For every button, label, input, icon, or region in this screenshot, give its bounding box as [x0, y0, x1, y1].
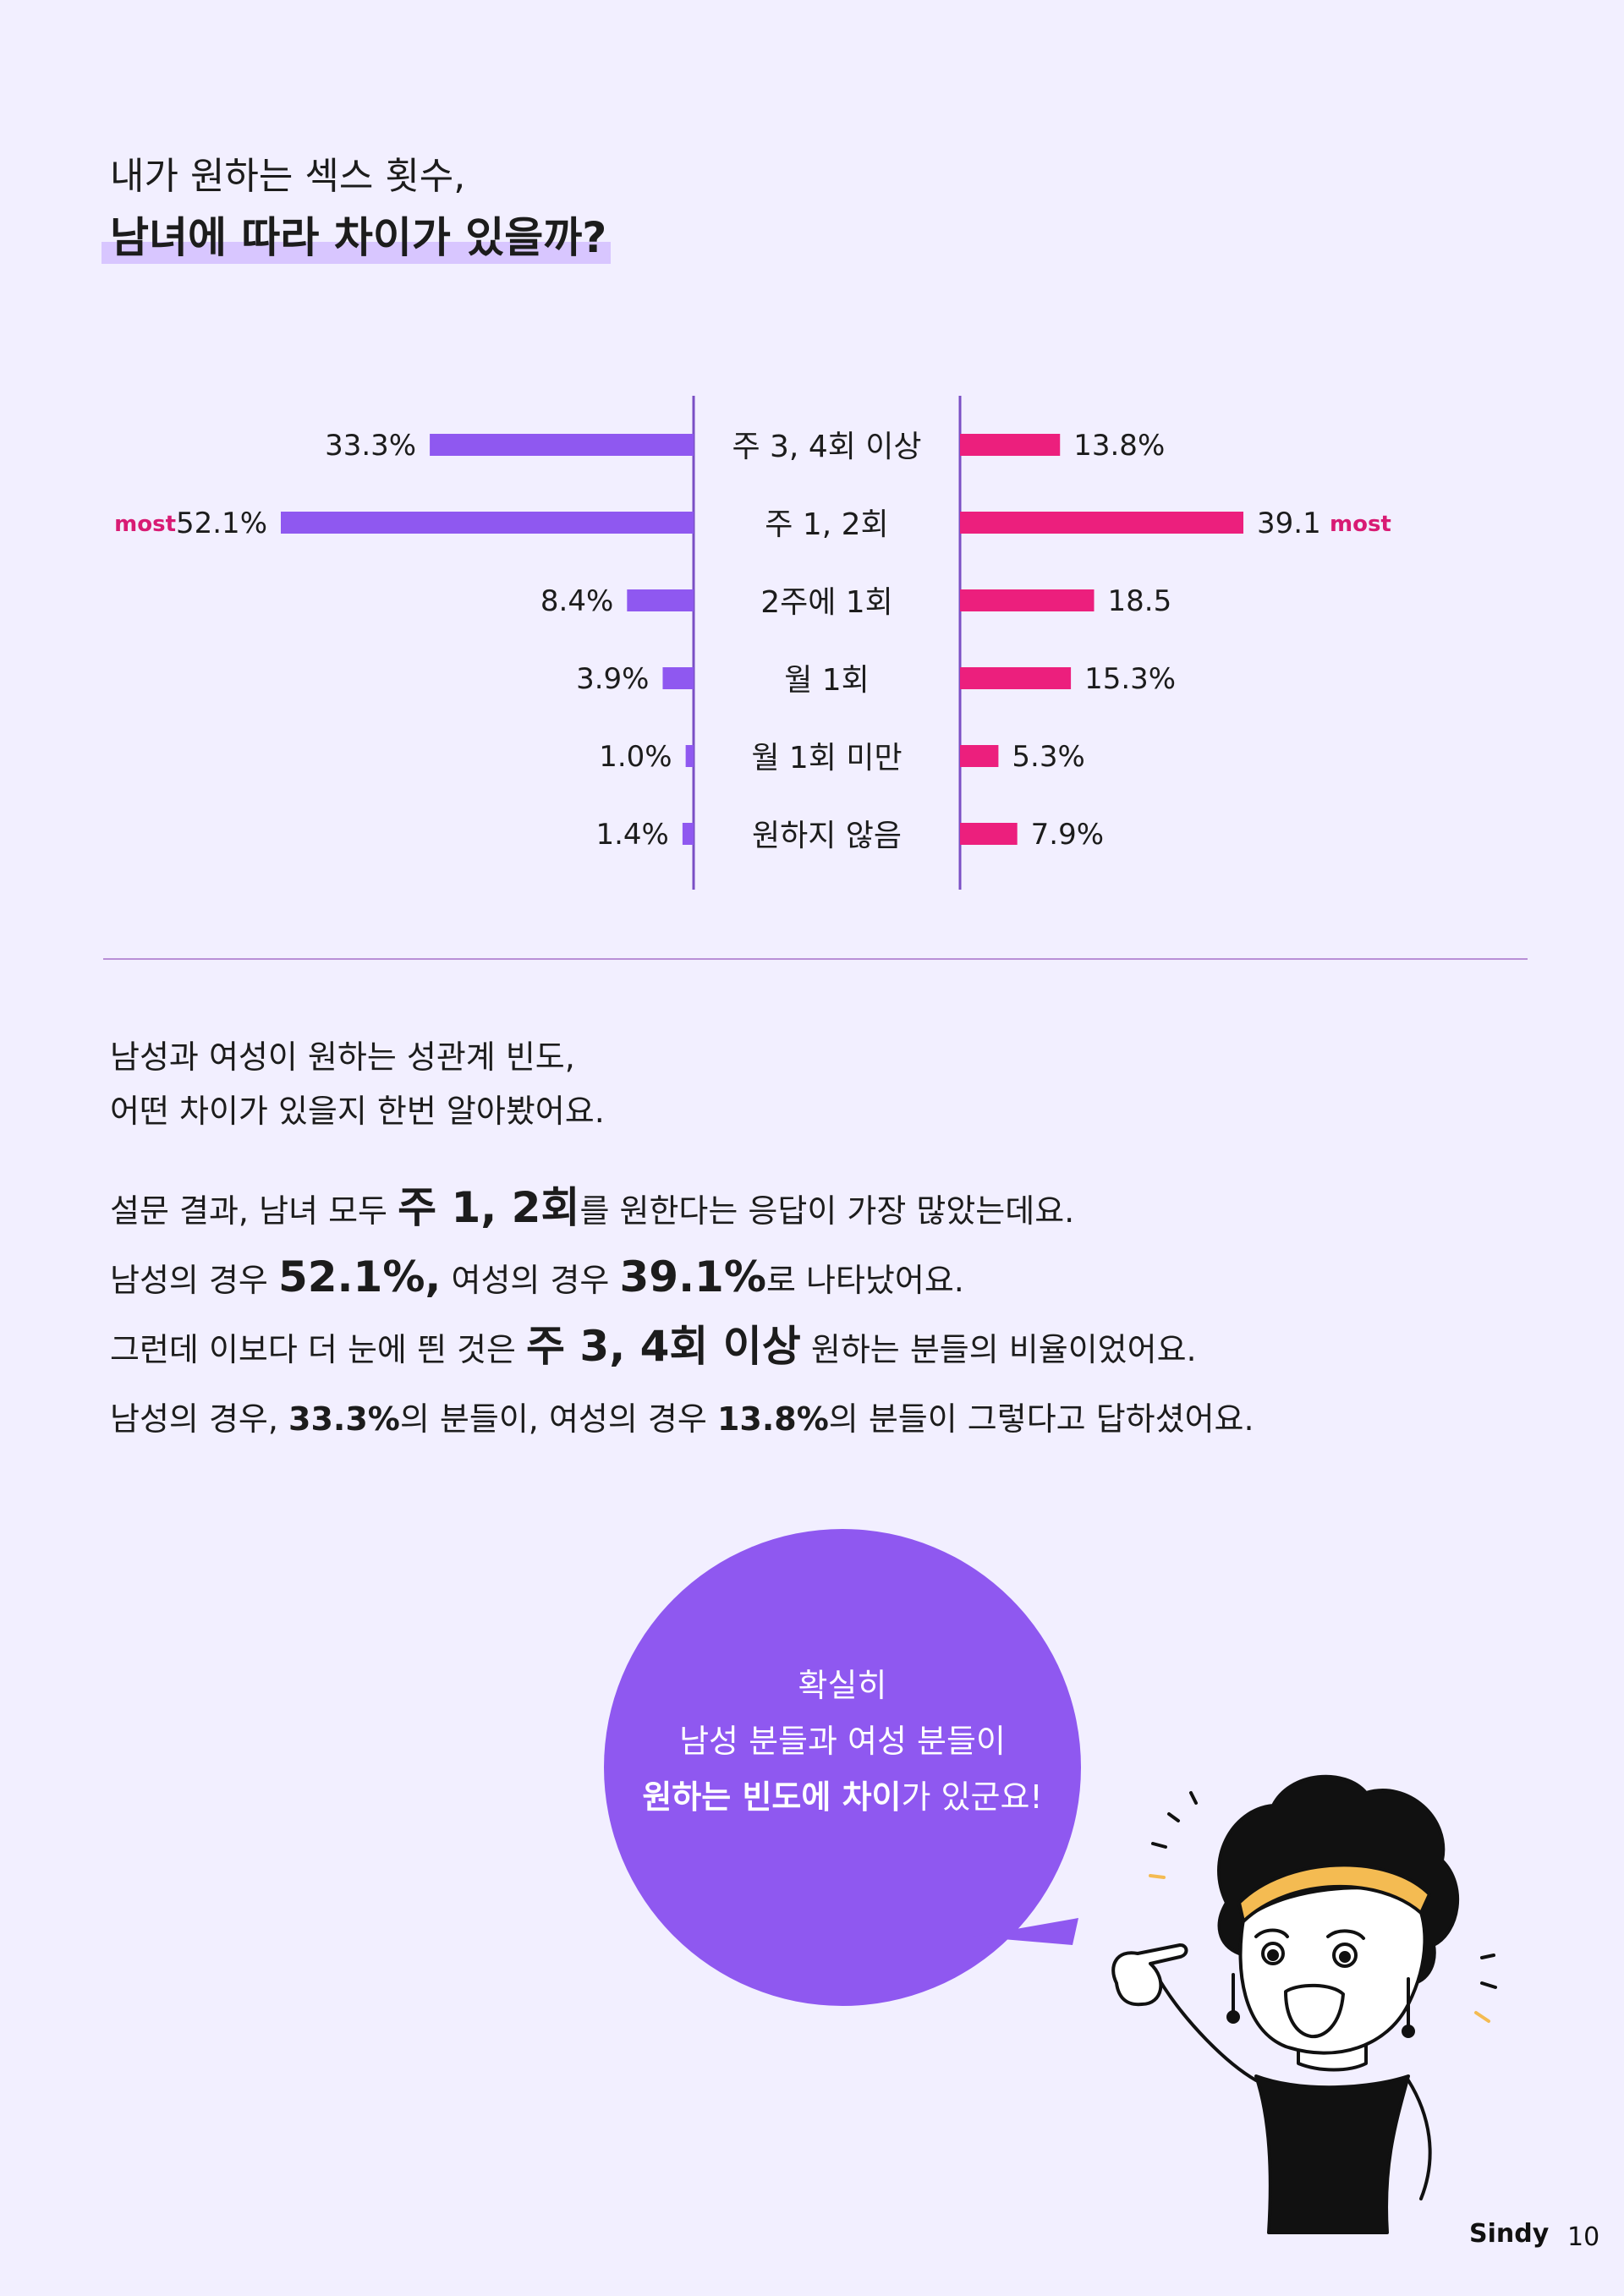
intro-text: 남성과 여성이 원하는 성관계 빈도, 어떤 차이가 있을지 한번 알아봤어요. — [110, 1030, 605, 1138]
left-bar — [430, 434, 694, 456]
left-bar — [682, 823, 694, 845]
result-line-4-text-c: 의 분들이, 여성의 경우 — [399, 1400, 717, 1438]
result-line-4-text-a: 남성의 경우, — [110, 1400, 289, 1438]
result-line-3-text-a: 그런데 이보다 더 눈에 띈 것은 — [110, 1331, 526, 1368]
result-line-2-text-e: 로 나타났어요. — [765, 1262, 964, 1299]
right-bar — [960, 512, 1243, 534]
result-line-1-text-a: 설문 결과, 남녀 모두 — [110, 1192, 398, 1230]
title-highlight — [102, 242, 611, 264]
left-value-label: 3.9% — [576, 662, 649, 696]
result-female-high-percent: 13.8% — [716, 1400, 829, 1438]
category-label: 월 1회 미만 — [751, 741, 902, 775]
bubble-line-1: 확실히 — [798, 1667, 887, 1704]
category-label: 2주에 1회 — [760, 585, 893, 620]
left-bar — [685, 745, 694, 767]
result-line-4: 남성의 경우, 33.3%의 분들이, 여성의 경우 13.8%의 분들이 그렇… — [110, 1394, 1254, 1444]
bubble-line-3-rest: 가 있군요! — [901, 1778, 1043, 1816]
left-value-label: 1.0% — [599, 740, 672, 774]
right-bar — [960, 823, 1018, 845]
left-most-annotation: most — [114, 512, 176, 537]
bubble-line-2: 남성 분들과 여성 분들이 — [679, 1723, 1006, 1760]
result-line-1-text-c: 를 원한다는 응답이 가장 많았는데요. — [579, 1192, 1075, 1230]
category-label: 월 1회 — [784, 663, 870, 698]
right-value-label: 13.8% — [1073, 429, 1165, 463]
result-highlight-female-percent: 39.1% — [619, 1252, 766, 1301]
result-highlight-frequency-high: 주 3, 4회 이상 — [526, 1322, 801, 1371]
right-bar — [960, 745, 999, 767]
left-bar — [662, 667, 694, 689]
result-line-3-text-c: 원하는 분들의 비율이었어요. — [800, 1331, 1197, 1368]
left-value-label: 33.3% — [325, 429, 416, 463]
bubble-line-3: 원하는 빈도에 차이가 있군요! — [606, 1769, 1079, 1825]
right-value-label: 39.1 — [1257, 507, 1321, 540]
result-line-1: 설문 결과, 남녀 모두 주 1, 2회를 원한다는 응답이 가장 많았는데요. — [110, 1182, 1074, 1236]
result-highlight-male-percent: 52.1%, — [277, 1252, 442, 1301]
left-value-label: 1.4% — [595, 818, 668, 852]
result-line-4-text-e: 의 분들이 그렇다고 답하셨어요. — [828, 1400, 1254, 1438]
right-value-label: 5.3% — [1012, 740, 1084, 774]
result-line-3: 그런데 이보다 더 눈에 띈 것은 주 3, 4회 이상 원하는 분들의 비율이… — [110, 1321, 1197, 1375]
title-block: 남녀에 따라 차이가 있을까? — [102, 203, 611, 272]
right-bar — [960, 589, 1095, 611]
left-value-label: 52.1% — [176, 507, 267, 540]
title-line-1: 내가 원하는 섹스 횟수, — [110, 155, 466, 198]
speech-bubble-text: 확실히 남성 분들과 여성 분들이 원하는 빈도에 차이가 있군요! — [606, 1658, 1079, 1825]
result-line-2: 남성의 경우 52.1%, 여성의 경우 39.1%로 나타났어요. — [110, 1252, 964, 1306]
category-label: 주 1, 2회 — [765, 507, 888, 542]
left-value-label: 8.4% — [540, 584, 613, 618]
right-bar — [960, 667, 1072, 689]
left-bar — [627, 589, 694, 611]
section-divider — [103, 958, 1528, 960]
right-value-label: 7.9% — [1031, 818, 1104, 852]
result-male-high-percent: 33.3% — [288, 1400, 400, 1438]
title-line-2: 남녀에 따라 차이가 있을까? — [110, 213, 607, 262]
bubble-line-3-bold: 원하는 빈도에 차이 — [642, 1778, 902, 1816]
result-line-2-text-a: 남성의 경우 — [110, 1262, 278, 1299]
woman-character-illustration — [1111, 1774, 1497, 2234]
right-value-label: 15.3% — [1084, 662, 1176, 696]
right-value-label: 18.5 — [1108, 584, 1172, 618]
category-label: 주 3, 4회 이상 — [732, 430, 921, 464]
intro-line-1: 남성과 여성이 원하는 성관계 빈도, — [110, 1038, 575, 1076]
left-bar — [281, 512, 694, 534]
result-line-2-text-c: 여성의 경우 — [441, 1262, 620, 1299]
result-highlight-frequency: 주 1, 2회 — [398, 1183, 580, 1232]
category-label: 원하지 않음 — [752, 819, 902, 853]
right-most-annotation: most — [1330, 512, 1391, 537]
brand-logo: Sindy — [1469, 2219, 1550, 2249]
right-bar — [960, 434, 1061, 456]
page-number: 10 — [1567, 2222, 1600, 2252]
intro-line-2: 어떤 차이가 있을지 한번 알아봤어요. — [110, 1093, 605, 1130]
